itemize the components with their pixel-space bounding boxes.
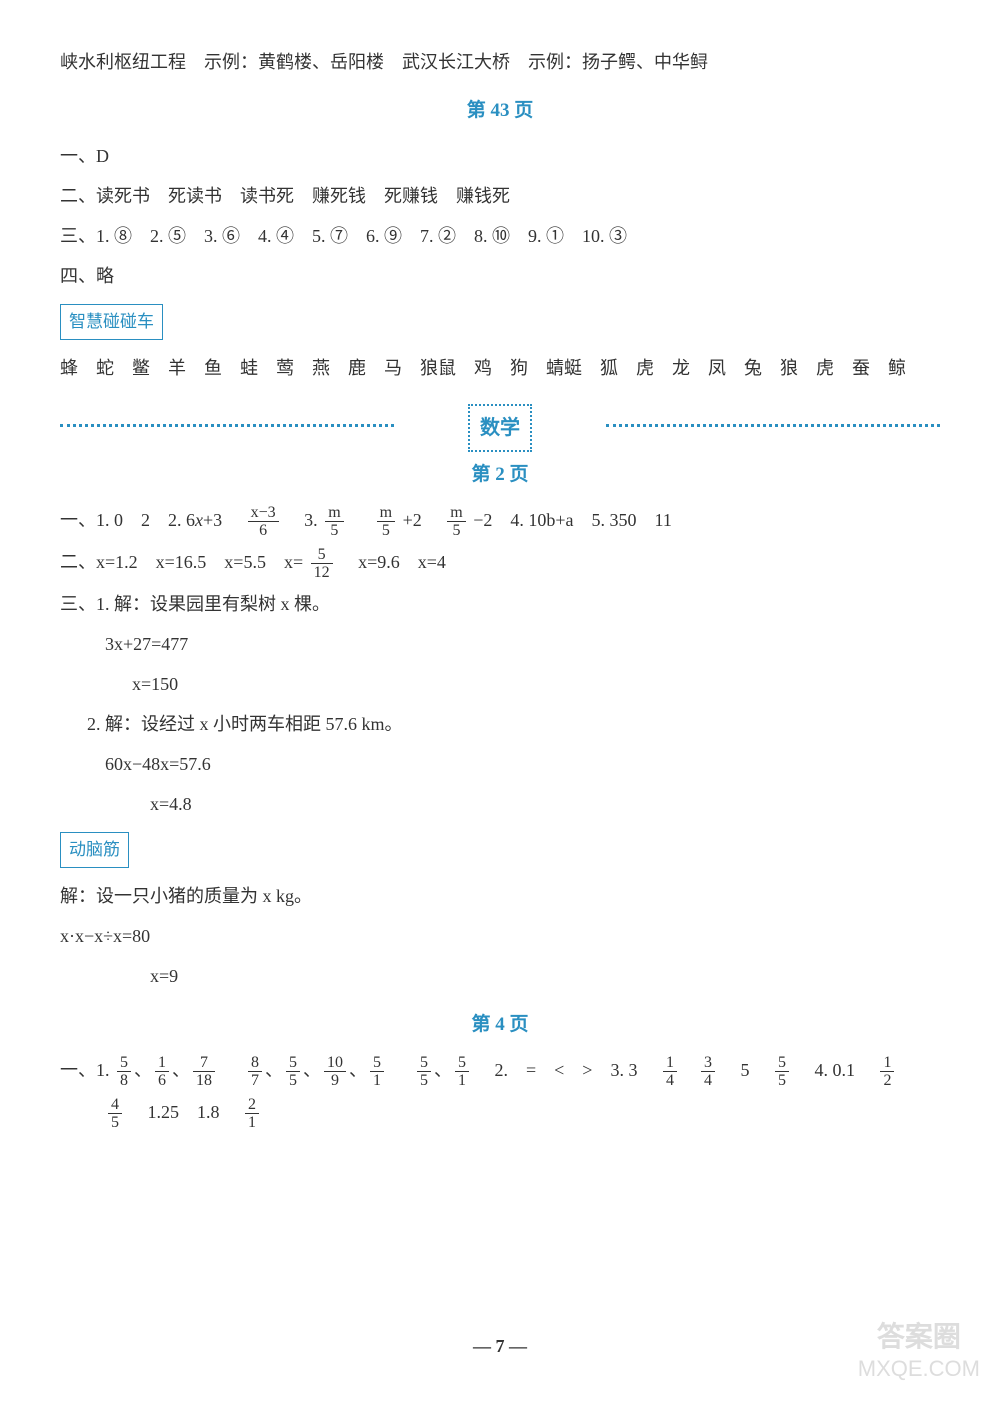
q1-plus3: +3 — [203, 510, 240, 530]
p4-l2-mid: 1.25 1.8 — [130, 1102, 238, 1122]
p2-q3-2a: 2. 解：设经过 x 小时两车相距 57.6 km。 — [60, 706, 940, 742]
q1-f1n: x−3 — [248, 504, 279, 523]
q1-x: x — [195, 510, 203, 530]
fraction: 51 — [455, 1054, 469, 1090]
q1-sp1 — [351, 510, 369, 530]
tag-brain: 动脑筋 — [60, 832, 129, 868]
p2-q3-2b: 60x−48x=57.6 — [60, 746, 940, 782]
p4-fracs-g: 45 — [105, 1102, 125, 1122]
page43-header: 第 43 页 — [60, 92, 940, 130]
p4-fracs-f: 12 — [877, 1060, 897, 1080]
p4-sep1 — [223, 1060, 241, 1080]
p4-line1: 一、1. 58、16、718 87、55、109、51 55、51 2. = <… — [60, 1052, 940, 1090]
q1-prefix: 一、1. 0 2 2. 6 — [60, 510, 195, 530]
q2-fd: 12 — [311, 564, 333, 582]
p4-fracs-d: 14 34 — [660, 1060, 718, 1080]
p4-five: 5 — [722, 1060, 767, 1080]
p4-sep2 — [392, 1060, 410, 1080]
p4-fracs-h: 21 — [242, 1102, 262, 1122]
fraction: 87 — [248, 1054, 262, 1090]
p2-q3-1b: 3x+27=477 — [60, 626, 940, 662]
q1-frac4: m5 — [447, 504, 465, 540]
q2-prefix: 二、x=1.2 x=16.5 x=5.5 x= — [60, 552, 303, 572]
brain-l3: x=9 — [60, 958, 940, 994]
q1-f2n: m — [325, 504, 343, 523]
subject-divider: 数学 — [60, 404, 940, 444]
p4-m4: 4. 0.1 — [796, 1060, 873, 1080]
fraction: 21 — [245, 1096, 259, 1132]
fraction: 55 — [417, 1054, 431, 1090]
fraction: 16 — [155, 1054, 169, 1090]
fraction: 718 — [193, 1054, 215, 1090]
q1-f2d: 5 — [325, 522, 343, 540]
subject-badge: 数学 — [468, 404, 532, 452]
brain-l2: x·x−x÷x=80 — [60, 918, 940, 954]
p4-fracs-e: 55 — [772, 1060, 792, 1080]
q1-f4n: m — [447, 504, 465, 523]
q1-mid3: 3. — [286, 510, 322, 530]
p4-fracs-a: 58、16、718 — [114, 1060, 218, 1080]
p4-line2: 45 1.25 1.8 21 — [60, 1094, 940, 1132]
p4-m2: 2. = < > 3. 3 — [477, 1060, 656, 1080]
q1-tail: −2 4. 10b+a 5. 350 11 — [473, 510, 672, 530]
p43-line1: 一、D — [60, 138, 940, 174]
p43-line2: 二、读死书 死读书 读书死 赚死钱 死赚钱 赚钱死 — [60, 178, 940, 214]
fraction: 58 — [117, 1054, 131, 1090]
fraction: 109 — [324, 1054, 346, 1090]
q1-f3d: 5 — [377, 522, 395, 540]
fraction: 55 — [775, 1054, 789, 1090]
fraction: 12 — [880, 1054, 894, 1090]
fraction: 45 — [108, 1096, 122, 1132]
page-number: — 7 — — [0, 1328, 1000, 1364]
page2-header: 第 2 页 — [60, 456, 940, 494]
p4-fracs-c: 55、51 — [414, 1060, 472, 1080]
fraction: 14 — [663, 1054, 677, 1090]
top-line: 峡水利枢纽工程 示例：黄鹤楼、岳阳楼 武汉长江大桥 示例：扬子鳄、中华鲟 — [60, 44, 940, 80]
q1-frac1: x−36 — [248, 504, 279, 540]
p2-q3-1c: x=150 — [60, 666, 940, 702]
fraction: 51 — [370, 1054, 384, 1090]
q1-f3n: m — [377, 504, 395, 523]
q2-frac: 512 — [311, 546, 333, 582]
fraction: 55 — [286, 1054, 300, 1090]
page4-header: 第 4 页 — [60, 1006, 940, 1044]
p4-fracs-b: 87、55、109、51 — [245, 1060, 387, 1080]
q2-suffix: x=9.6 x=4 — [340, 552, 446, 572]
p43-line4: 四、略 — [60, 258, 940, 294]
fraction: 34 — [701, 1054, 715, 1090]
q1-frac3: m5 — [377, 504, 395, 540]
p43-line3: 三、1. ⑧ 2. ⑤ 3. ⑥ 4. ④ 5. ⑦ 6. ⑨ 7. ② 8. … — [60, 218, 940, 254]
p2-q1: 一、1. 0 2 2. 6x+3 x−36 3. m5 m5 +2 m5 −2 … — [60, 502, 940, 540]
p4-l1-p: 一、1. — [60, 1060, 114, 1080]
p43-animals: 蜂 蛇 鳖 羊 鱼 蛙 莺 燕 鹿 马 狼鼠 鸡 狗 蜻蜓 狐 虎 龙 凤 兔 … — [60, 350, 940, 386]
watermark: 答案圈 MXQE.COM — [858, 1319, 980, 1384]
brain-l1: 解：设一只小猪的质量为 x kg。 — [60, 878, 940, 914]
q1-f4d: 5 — [447, 522, 465, 540]
q2-fn: 5 — [311, 546, 333, 565]
tag-wisdom: 智慧碰碰车 — [60, 304, 163, 340]
q1-plus2: +2 — [403, 510, 440, 530]
wm-l1: 答案圈 — [858, 1319, 980, 1355]
wm-l2: MXQE.COM — [858, 1355, 980, 1384]
q1-f1d: 6 — [248, 522, 279, 540]
p2-q3-2c: x=4.8 — [60, 786, 940, 822]
p2-q3-1a: 三、1. 解：设果园里有梨树 x 棵。 — [60, 586, 940, 622]
q1-frac2: m5 — [325, 504, 343, 540]
p2-q2: 二、x=1.2 x=16.5 x=5.5 x= 512 x=9.6 x=4 — [60, 544, 940, 582]
